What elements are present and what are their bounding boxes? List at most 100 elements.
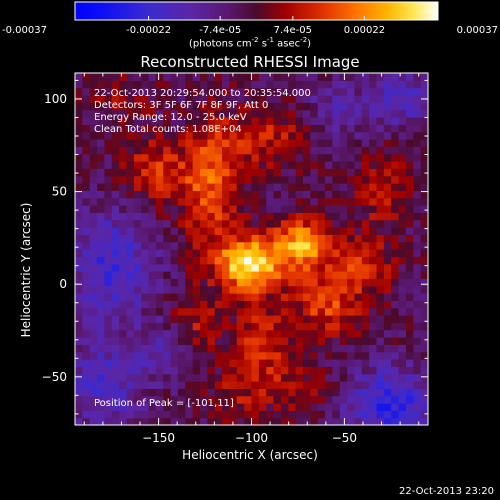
heatmap-pixel <box>244 329 253 338</box>
heatmap-pixel <box>75 175 83 184</box>
heatmap-pixel <box>111 80 120 89</box>
heatmap-pixel <box>398 124 407 133</box>
heatmap-pixel <box>185 395 194 404</box>
heatmap-pixel <box>332 95 341 103</box>
heatmap-pixel <box>119 300 128 309</box>
heatmap-pixel <box>369 373 378 382</box>
heatmap-pixel <box>126 190 135 199</box>
heatmap-pixel <box>332 293 341 301</box>
heatmap-pixel <box>222 417 231 425</box>
units-part: (photons cm <box>188 38 252 50</box>
heatmap-pixel <box>258 300 267 309</box>
heatmap-pixel <box>251 300 260 309</box>
heatmap-pixel <box>126 249 135 257</box>
heatmap-pixel <box>258 73 267 81</box>
heatmap-pixel <box>126 234 135 243</box>
heatmap-pixel <box>97 315 106 323</box>
heatmap-pixel <box>398 161 407 169</box>
heatmap-pixel <box>325 80 333 89</box>
heatmap-pixel <box>310 278 319 287</box>
heatmap-pixel <box>229 227 238 235</box>
heatmap-pixel <box>383 190 392 199</box>
heatmap-pixel <box>391 351 400 360</box>
heatmap-pixel <box>119 139 128 147</box>
heatmap-pixel <box>413 315 422 323</box>
heatmap-pixel <box>214 109 223 118</box>
heatmap-pixel <box>89 271 98 279</box>
heatmap-pixel <box>413 307 422 316</box>
heatmap-pixel <box>163 285 172 294</box>
heatmap-pixel <box>339 87 348 96</box>
heatmap-pixel <box>236 256 245 265</box>
heatmap-pixel <box>200 373 208 382</box>
heatmap-pixel <box>361 410 370 419</box>
heatmap-pixel <box>155 388 164 397</box>
heatmap-pixel <box>192 337 201 345</box>
heatmap-pixel <box>398 109 407 118</box>
heatmap-pixel <box>280 241 289 250</box>
heatmap-pixel <box>302 161 311 169</box>
heatmap-pixel <box>236 131 245 140</box>
heatmap-pixel <box>119 175 128 184</box>
heatmap-pixel <box>244 161 253 169</box>
heatmap-pixel <box>302 197 311 206</box>
heatmap-pixel <box>266 359 275 367</box>
heatmap-pixel <box>89 417 98 425</box>
heatmap-pixel <box>266 146 275 155</box>
heatmap-pixel <box>280 293 289 301</box>
heatmap-pixel <box>325 271 333 279</box>
heatmap-pixel <box>133 359 142 367</box>
heatmap-pixel <box>332 329 341 338</box>
heatmap-pixel <box>310 373 319 382</box>
heatmap-pixel <box>119 322 128 331</box>
heatmap-pixel <box>104 271 113 279</box>
heatmap-pixel <box>111 300 120 309</box>
heatmap-pixel <box>163 359 172 367</box>
heatmap-pixel <box>155 249 164 257</box>
heatmap-pixel <box>133 80 142 89</box>
heatmap-pixel <box>89 234 98 243</box>
heatmap-pixel <box>310 190 319 199</box>
heatmap-pixel <box>133 366 142 375</box>
heatmap-pixel <box>391 300 400 309</box>
heatmap-pixel <box>97 388 106 397</box>
heatmap-pixel <box>258 381 267 389</box>
heatmap-pixel <box>126 95 135 103</box>
heatmap-pixel <box>200 344 208 353</box>
heatmap-pixel <box>258 80 267 89</box>
heatmap-pixel <box>317 139 326 147</box>
heatmap-pixel <box>280 183 289 191</box>
heatmap-pixel <box>361 161 370 169</box>
heatmap-pixel <box>288 109 297 118</box>
heatmap-pixel <box>347 234 356 243</box>
heatmap-pixel <box>163 403 172 411</box>
heatmap-pixel <box>288 146 297 155</box>
heatmap-pixel <box>413 241 422 250</box>
heatmap-pixel <box>398 285 407 294</box>
heatmap-pixel <box>413 219 422 228</box>
heatmap-pixel <box>236 300 245 309</box>
heatmap-pixel <box>332 168 341 177</box>
heatmap-pixel <box>75 124 83 133</box>
heatmap-pixel <box>354 219 363 228</box>
heatmap-pixel <box>236 344 245 353</box>
heatmap-pixel <box>141 417 150 425</box>
heatmap-pixel <box>170 190 179 199</box>
heatmap-pixel <box>89 80 98 89</box>
heatmap-pixel <box>177 307 186 316</box>
heatmap-pixel <box>119 109 128 118</box>
heatmap-pixel <box>222 263 231 272</box>
heatmap-pixel <box>222 351 231 360</box>
heatmap-pixel <box>97 285 106 294</box>
heatmap-pixel <box>398 153 407 162</box>
heatmap-pixel <box>126 102 135 111</box>
heatmap-pixel <box>288 410 297 419</box>
heatmap-pixel <box>339 388 348 397</box>
heatmap-pixel <box>266 366 275 375</box>
heatmap-pixel <box>244 117 253 125</box>
heatmap-pixel <box>207 175 216 184</box>
heatmap-pixel <box>177 87 186 96</box>
heatmap-pixel <box>133 315 142 323</box>
heatmap-pixel <box>376 87 385 96</box>
